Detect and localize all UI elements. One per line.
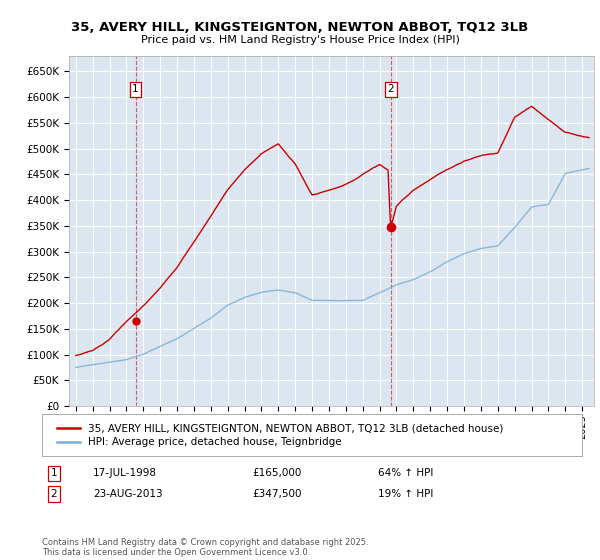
Text: 2: 2 — [387, 85, 394, 95]
Text: Contains HM Land Registry data © Crown copyright and database right 2025.
This d: Contains HM Land Registry data © Crown c… — [42, 538, 368, 557]
Legend: 35, AVERY HILL, KINGSTEIGNTON, NEWTON ABBOT, TQ12 3LB (detached house), HPI: Ave: 35, AVERY HILL, KINGSTEIGNTON, NEWTON AB… — [53, 419, 508, 452]
Text: £347,500: £347,500 — [252, 489, 302, 499]
Text: 2: 2 — [50, 489, 58, 499]
Text: 23-AUG-2013: 23-AUG-2013 — [93, 489, 163, 499]
Text: 1: 1 — [132, 85, 139, 95]
Text: 19% ↑ HPI: 19% ↑ HPI — [378, 489, 433, 499]
Text: 35, AVERY HILL, KINGSTEIGNTON, NEWTON ABBOT, TQ12 3LB: 35, AVERY HILL, KINGSTEIGNTON, NEWTON AB… — [71, 21, 529, 34]
Text: £165,000: £165,000 — [252, 468, 301, 478]
Text: Price paid vs. HM Land Registry's House Price Index (HPI): Price paid vs. HM Land Registry's House … — [140, 35, 460, 45]
Text: 64% ↑ HPI: 64% ↑ HPI — [378, 468, 433, 478]
Text: 1: 1 — [50, 468, 58, 478]
Text: 17-JUL-1998: 17-JUL-1998 — [93, 468, 157, 478]
